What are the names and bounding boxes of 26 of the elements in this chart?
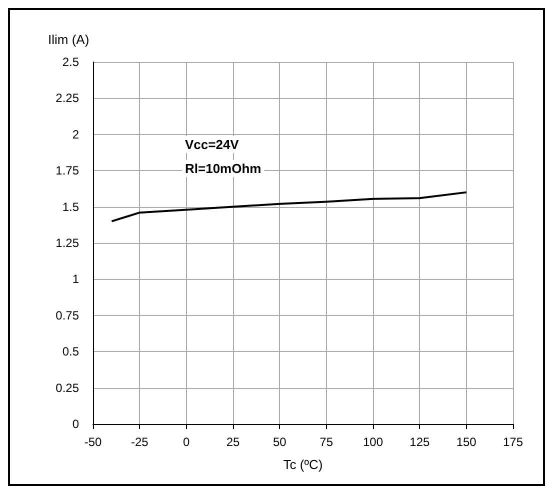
annotation: Rl=10mOhm — [185, 161, 262, 176]
x-tick-label: -25 — [130, 435, 149, 449]
y-tick-label: 2.25 — [56, 91, 80, 106]
x-tick-label: 150 — [456, 435, 477, 449]
x-tick-label: -50 — [84, 435, 102, 449]
x-tick-label: 75 — [320, 435, 334, 449]
x-tick-label: 50 — [272, 435, 287, 449]
y-tick-label: 0.5 — [62, 344, 80, 359]
x-tick-label: 125 — [410, 435, 430, 449]
annotation: Vcc=24V — [185, 137, 240, 152]
y-tick-label: 0.75 — [56, 308, 80, 322]
y-tick-label: 0 — [72, 417, 80, 431]
x-tick-label: 100 — [362, 435, 384, 449]
line-series — [110, 191, 468, 222]
y-tick-label: 0.25 — [56, 380, 80, 395]
x-tick-label: 25 — [226, 435, 240, 449]
x-axis-title: Tc (ºC) — [283, 457, 323, 472]
y-tick-label: 2.5 — [62, 55, 80, 69]
y-axis-title: Ilim (A) — [48, 32, 90, 47]
y-tick-label: 1.75 — [56, 164, 80, 178]
y-tick-label: 1.5 — [62, 200, 80, 214]
y-tick-label: 1 — [72, 272, 80, 286]
y-tick-label: 1.25 — [56, 236, 80, 250]
y-tick-label: 2 — [72, 127, 80, 142]
x-tick-label: 0 — [182, 435, 190, 449]
x-tick-label: 175 — [502, 435, 524, 449]
